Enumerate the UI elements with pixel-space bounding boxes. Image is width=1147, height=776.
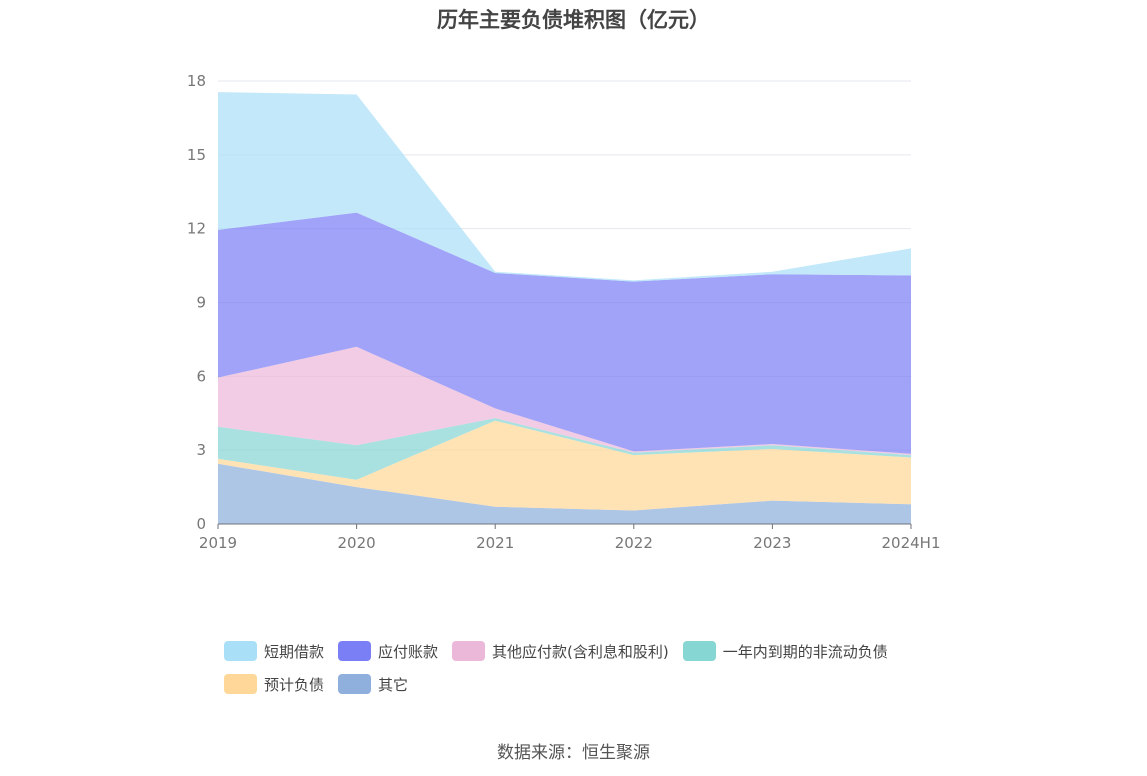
legend-swatch: [224, 674, 257, 694]
y-tick-label: 0: [196, 515, 206, 533]
x-tick-label: 2024H1: [882, 534, 941, 552]
x-tick-label: 2021: [476, 534, 514, 552]
area-series-1: [218, 420, 911, 511]
legend-swatch: [682, 641, 716, 661]
x-tick-label: 2019: [199, 534, 237, 552]
area-series-5: [218, 92, 911, 282]
legend-item[interactable]: 短期借款: [224, 640, 324, 662]
data-source: 数据来源：恒生聚源: [497, 743, 650, 763]
area-series-0: [218, 463, 911, 524]
legend: 短期借款 应付账款 其他应付款(含利息和股利) 一年内到期的非流动负债预计负债 其它: [224, 640, 944, 695]
chart-title: 历年主要负债堆积图（亿元）: [437, 8, 710, 32]
area-series-2: [218, 418, 911, 480]
y-tick-label: 15: [187, 146, 206, 164]
y-tick-label: 12: [187, 220, 206, 238]
y-tick-label: 18: [187, 72, 206, 90]
legend-item[interactable]: 其它: [338, 673, 408, 695]
x-tick-label: 2022: [615, 534, 653, 552]
legend-label: 短期借款: [264, 642, 325, 661]
legend-label: 应付账款: [378, 642, 439, 661]
legend-label: 预计负债: [264, 675, 325, 694]
x-tick-label: 2020: [338, 534, 376, 552]
x-tick-label: 2023: [753, 534, 791, 552]
legend-label: 其他应付款(含利息和股利): [492, 642, 669, 661]
legend-item[interactable]: 其他应付款(含利息和股利): [452, 640, 669, 662]
legend-swatch: [452, 641, 486, 661]
axes: 0 3 6 9 12 15 18 2019 2020 2021 2022 2023 2024H1: [187, 72, 941, 552]
legend-label: 一年内到期的非流动负债: [722, 642, 888, 661]
y-tick-label: 6: [196, 367, 206, 385]
area-series-3: [218, 346, 911, 456]
y-tick-label: 3: [196, 441, 206, 459]
legend-item[interactable]: 预计负债: [224, 673, 324, 695]
area-series-4: [218, 212, 911, 454]
area-series: [218, 92, 911, 524]
legend-label: 其它: [378, 675, 409, 694]
legend-item[interactable]: 应付账款: [338, 640, 438, 662]
legend-swatch: [224, 641, 257, 661]
legend-swatch: [338, 641, 372, 661]
legend-item[interactable]: 一年内到期的非流动负债: [682, 640, 888, 662]
y-tick-label: 9: [196, 294, 206, 312]
legend-swatch: [338, 674, 372, 694]
